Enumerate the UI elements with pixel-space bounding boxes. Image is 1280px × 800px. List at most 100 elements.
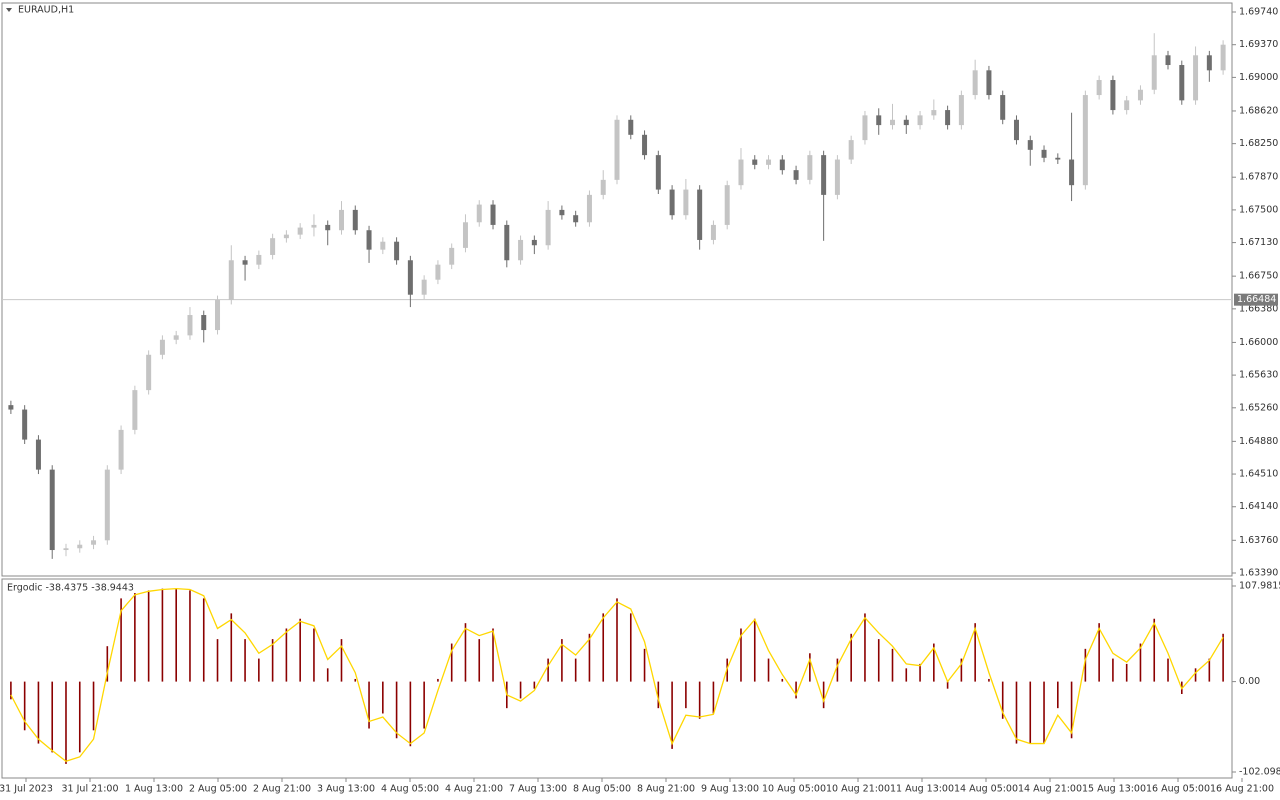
x-tick-label: 8 Aug 05:00 [573, 784, 631, 795]
candle-body [49, 469, 55, 551]
candle-body [903, 119, 909, 126]
candle-body [77, 544, 83, 549]
y-tick-label: 1.66380 [1239, 303, 1278, 314]
x-tick-label: 2 Aug 05:00 [189, 784, 247, 795]
candle-body [118, 429, 124, 470]
candle-body [779, 159, 785, 171]
candle-body [669, 189, 675, 216]
candle-body [628, 119, 634, 135]
candle-body [559, 209, 565, 216]
x-tick-label: 3 Aug 13:00 [317, 784, 375, 795]
candle-body [270, 238, 276, 255]
candle-body [807, 155, 813, 180]
candle-body [283, 234, 289, 239]
candle-body [752, 159, 758, 165]
x-tick-label: 31 Jul 2023 [0, 784, 53, 795]
y-tick-label: 1.63760 [1239, 535, 1278, 546]
x-tick-label: 7 Aug 13:00 [509, 784, 567, 795]
candle-body [862, 115, 868, 141]
candle-body [1110, 80, 1116, 111]
candle-body [586, 194, 592, 223]
candle-body [876, 115, 882, 126]
y-tick-label: -102.0983 [1239, 766, 1280, 777]
candle-body [22, 409, 28, 440]
candle-body [710, 224, 716, 240]
candle-body [793, 170, 799, 180]
x-tick-label: 14 Aug 05:00 [954, 784, 1018, 795]
candle-body [1055, 157, 1061, 160]
y-tick-label: 1.66000 [1239, 337, 1278, 348]
candle-body [1096, 80, 1102, 96]
y-tick-label: 1.66750 [1239, 271, 1278, 282]
x-tick-label: 9 Aug 13:00 [701, 784, 759, 795]
candle-body [972, 70, 978, 96]
candle-body [256, 254, 262, 265]
candle-body [242, 260, 248, 265]
candle-body [931, 110, 937, 116]
y-tick-label: 1.69000 [1239, 72, 1278, 83]
candle-body [449, 247, 455, 265]
candle-body [642, 134, 648, 156]
candle-body [173, 335, 179, 340]
candle-body [945, 110, 951, 126]
candle-body [890, 119, 896, 126]
candle-body [504, 224, 510, 261]
candle-body [614, 119, 620, 180]
x-tick-label: 4 Aug 21:00 [445, 784, 503, 795]
candle-body [338, 209, 344, 231]
candle-body [63, 548, 69, 551]
candle-body [104, 469, 110, 541]
y-tick-label: 1.65630 [1239, 370, 1278, 381]
candle-body [201, 315, 207, 331]
candle-body [352, 209, 358, 231]
candle-body [724, 185, 730, 225]
candle-body [366, 230, 372, 250]
candle-body [1013, 119, 1019, 141]
candle-body [821, 155, 827, 195]
candle-body [1220, 44, 1226, 71]
x-tick-label: 14 Aug 21:00 [1018, 784, 1082, 795]
signal-line [10, 587, 1224, 763]
candle-body [187, 315, 193, 336]
candle-body [1000, 95, 1006, 120]
candle-body [1151, 55, 1157, 90]
candle-body [1179, 65, 1185, 101]
candle-body [518, 239, 524, 261]
candle-body [834, 159, 840, 195]
candle-body [697, 189, 703, 240]
chart-title: EURAUD,H1 [18, 5, 74, 16]
candle-body [215, 300, 221, 331]
x-tick-label: 10 Aug 21:00 [826, 784, 890, 795]
candle-body [1082, 95, 1088, 186]
current-price-label: 1.66484 [1237, 294, 1276, 305]
candle-body [311, 224, 317, 228]
candle-body [738, 159, 744, 186]
y-tick-label: 1.65260 [1239, 402, 1278, 413]
candle-body [421, 279, 427, 295]
candle-body [159, 339, 165, 355]
y-tick-label: 1.63390 [1239, 567, 1278, 578]
y-tick-label: 1.67130 [1239, 237, 1278, 248]
candle-body [297, 227, 303, 235]
x-tick-label: 16 Aug 21:00 [1210, 784, 1274, 795]
x-tick-label: 2 Aug 21:00 [253, 784, 311, 795]
candle-body [35, 439, 41, 470]
x-tick-label: 31 Jul 21:00 [62, 784, 119, 795]
candle-body [228, 260, 234, 301]
candle-body [1041, 149, 1047, 158]
candle-body [1193, 55, 1199, 101]
candle-body [1027, 140, 1033, 150]
y-tick-label: 107.9815 [1239, 581, 1280, 592]
x-tick-label: 10 Aug 05:00 [762, 784, 826, 795]
candle-body [1165, 55, 1171, 66]
panel-menu-arrow[interactable] [6, 8, 12, 12]
y-tick-label: 1.67870 [1239, 172, 1278, 183]
current-price-box [1234, 293, 1278, 306]
y-tick-label: 1.64510 [1239, 469, 1278, 480]
candle-body [132, 390, 138, 430]
candle-body [435, 264, 441, 280]
x-tick-label: 15 Aug 13:00 [1082, 784, 1146, 795]
candle-body [1137, 89, 1143, 101]
candle-body [766, 159, 772, 165]
